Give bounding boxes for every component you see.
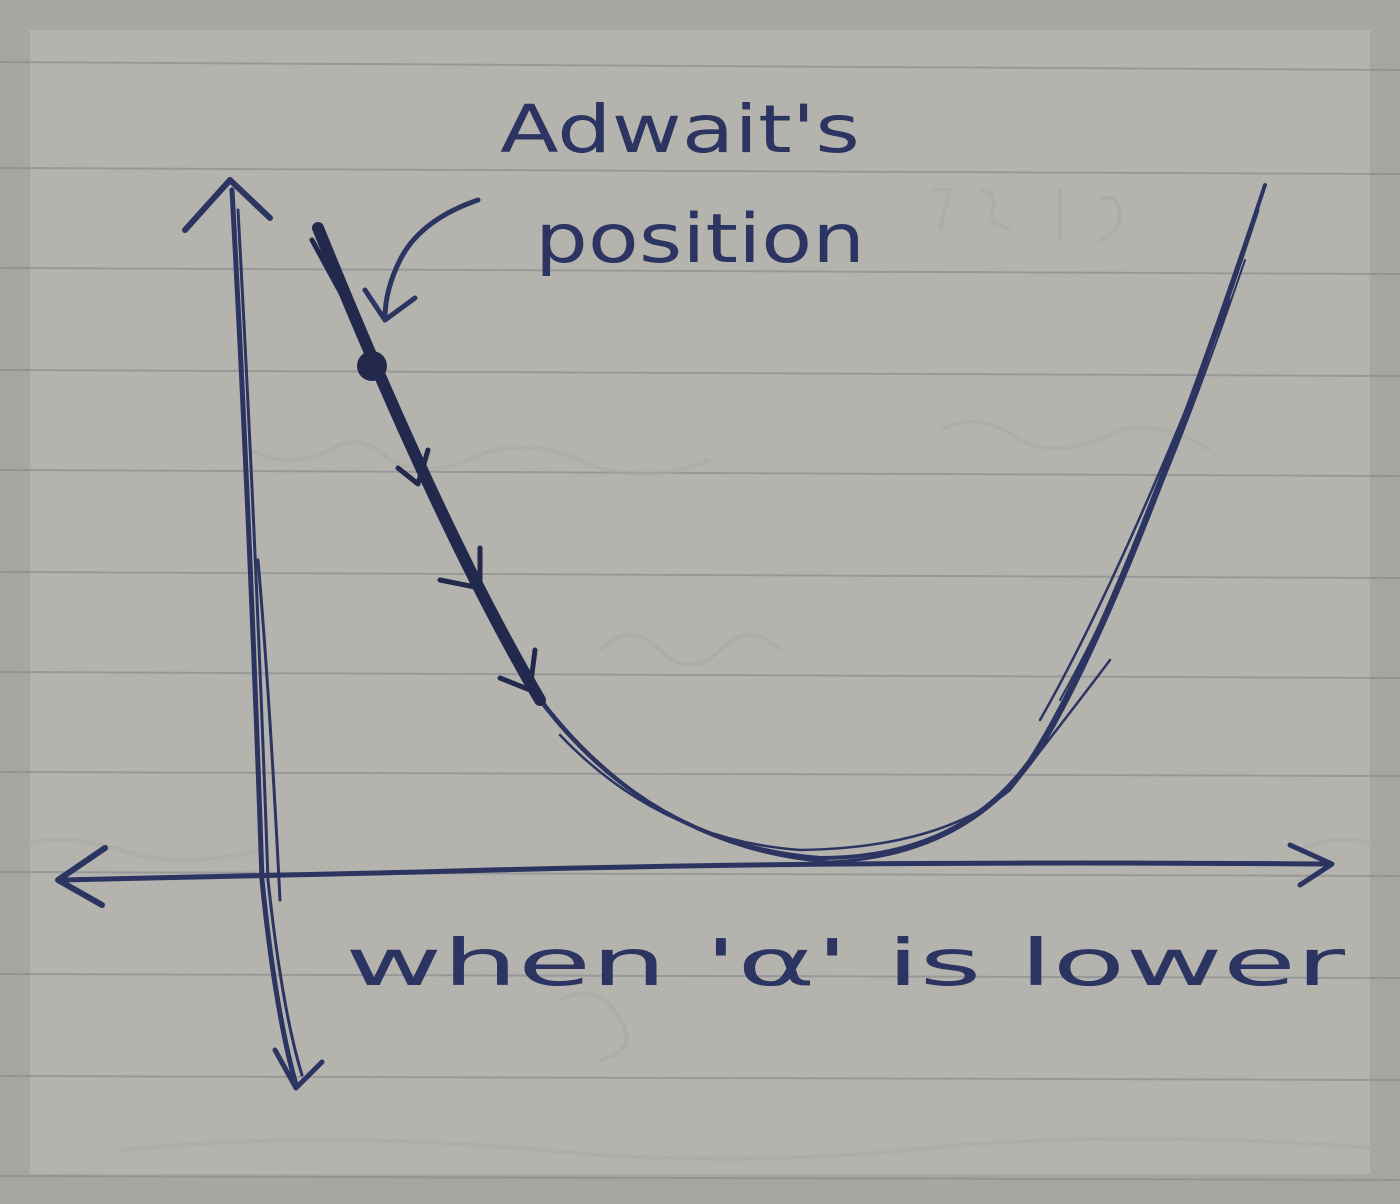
ruled-lines [0, 61, 1400, 1181]
y-axis [229, 187, 304, 1088]
annotation-title-line2: position [535, 200, 865, 279]
down-arrow-icon [272, 1047, 325, 1091]
position-dot-icon [357, 351, 387, 381]
annotation-title-line1: Adwait's [500, 91, 860, 168]
left-arrow-icon [55, 845, 108, 908]
right-arrow-icon [1287, 842, 1335, 888]
descent-path [309, 222, 546, 706]
step-arrow-icon [395, 447, 538, 693]
x-axis [59, 860, 1333, 883]
diagram-caption: when 'α' is lower [345, 927, 1346, 1001]
curved-pointer-arrow-icon [362, 197, 481, 323]
bleed-through-marks [0, 188, 1400, 1161]
up-arrow-icon [182, 177, 273, 233]
